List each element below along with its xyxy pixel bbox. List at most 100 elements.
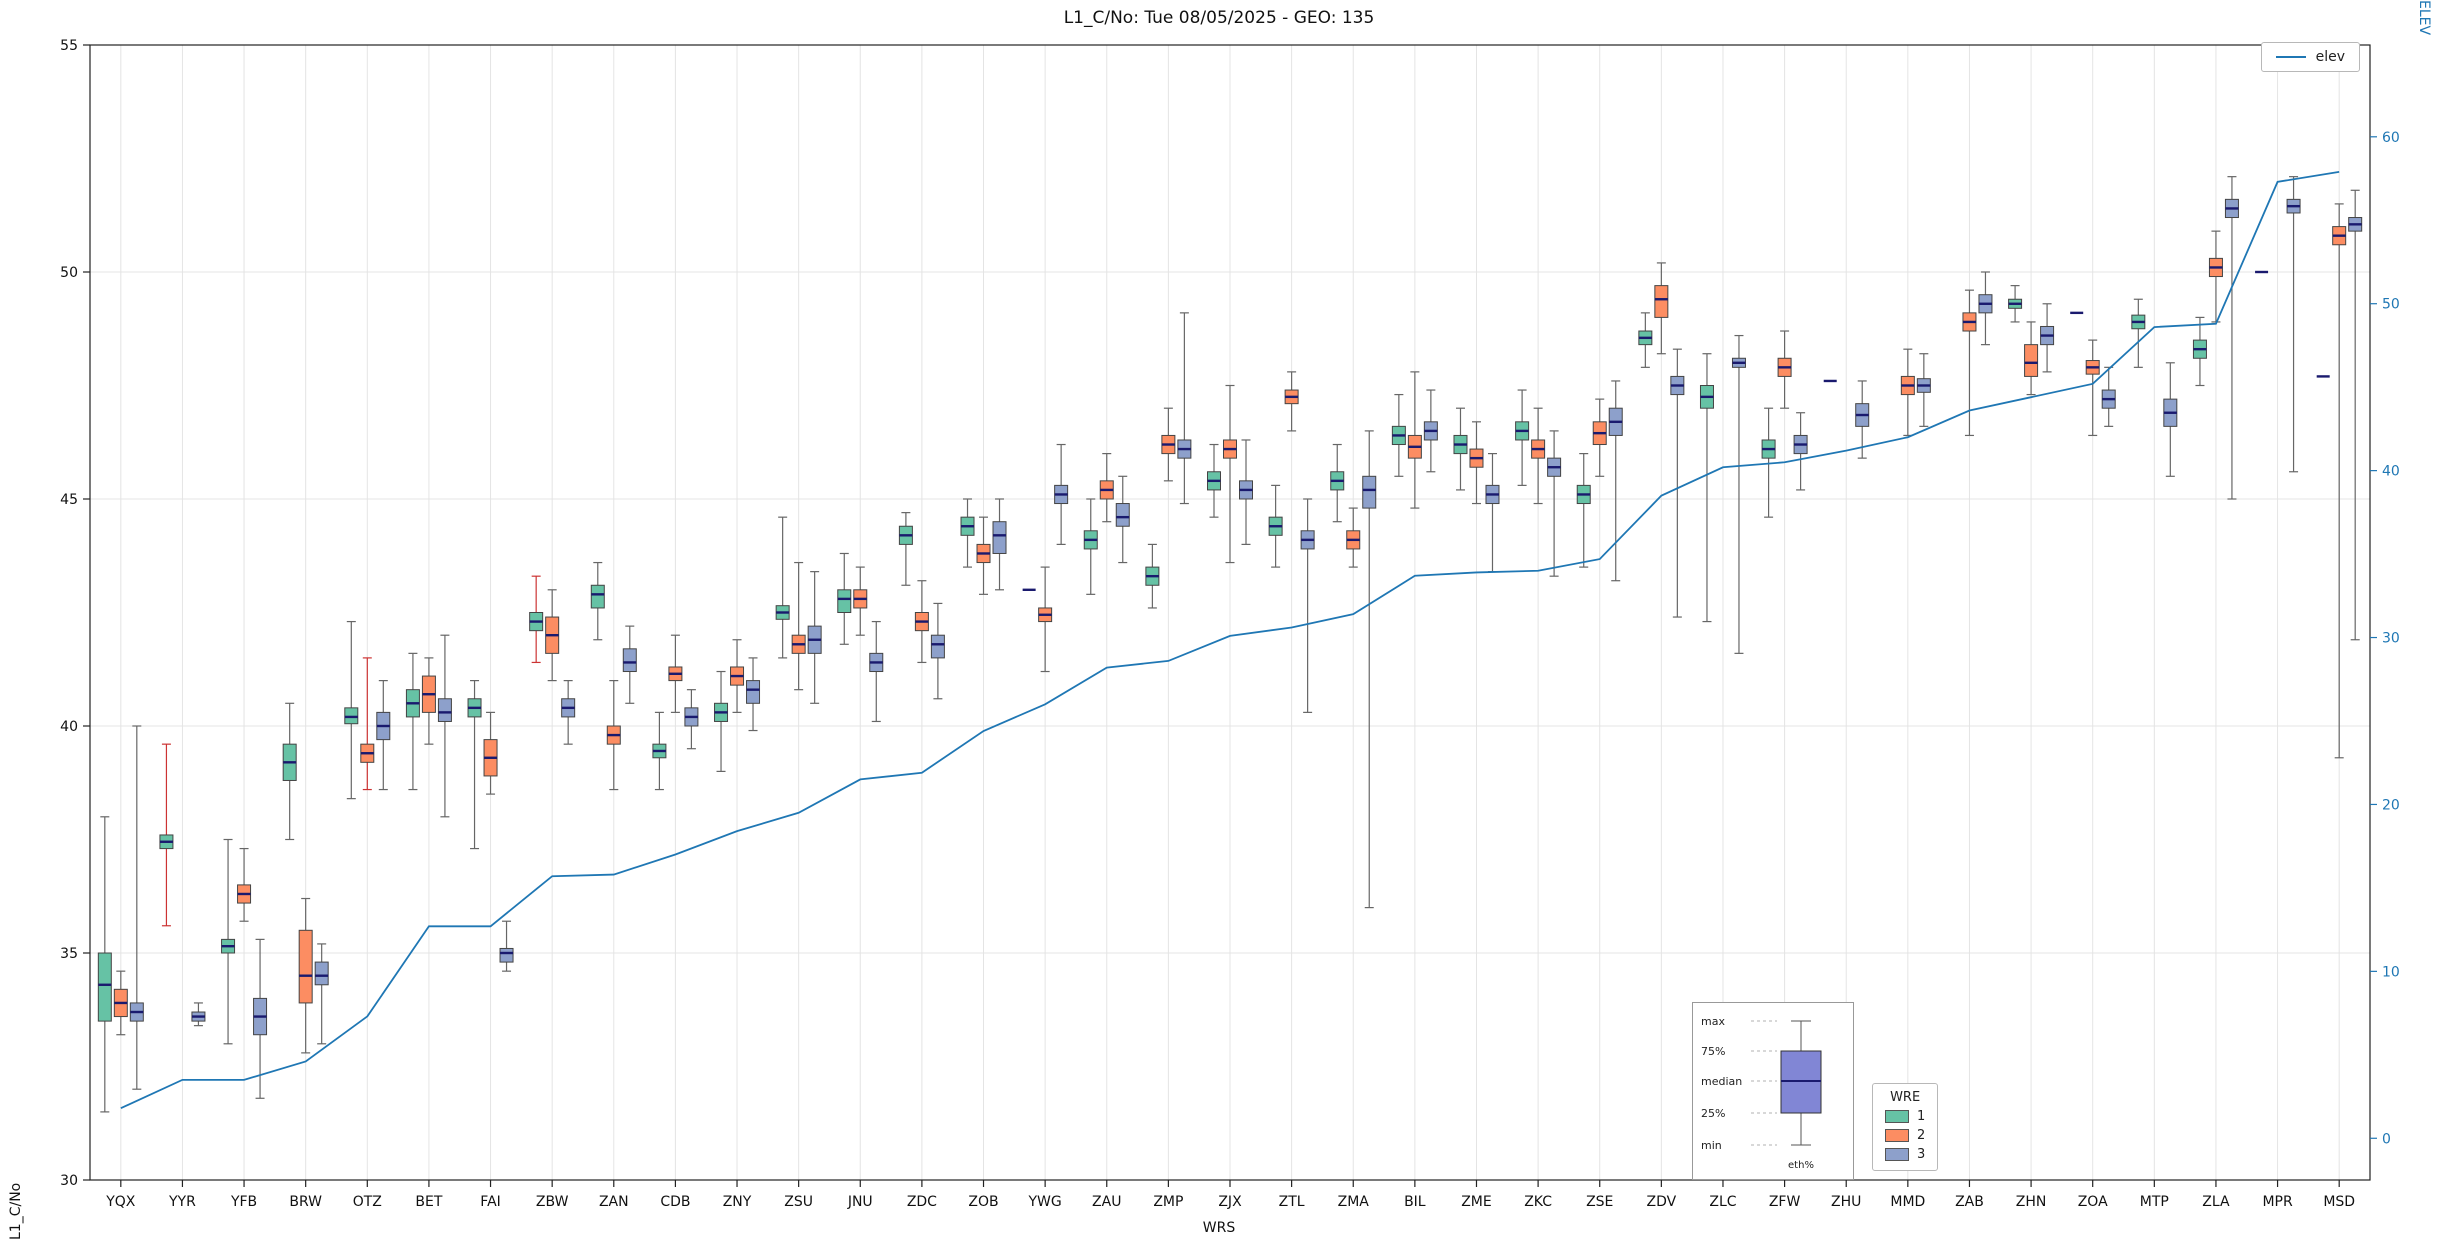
x-tick-label: ZKC <box>1524 1194 1552 1210</box>
svg-text:60: 60 <box>2382 130 2400 146</box>
svg-text:40: 40 <box>2382 464 2400 480</box>
legend-wre-entry: 2 <box>1885 1128 1925 1143</box>
x-tick-label: ZLA <box>2202 1194 2230 1210</box>
x-tick-label: BRW <box>289 1194 322 1210</box>
boxplot-box <box>930 634 945 659</box>
x-tick-label: ZTL <box>1279 1194 1305 1210</box>
x-tick-label: ZHN <box>2016 1194 2047 1210</box>
inset-label: max <box>1701 1015 1725 1028</box>
boxplot-box <box>1115 503 1130 527</box>
x-tick-label: ZDV <box>1646 1194 1676 1210</box>
x-tick-label: FAI <box>480 1194 500 1210</box>
x-tick-label: YYR <box>168 1194 196 1210</box>
x-tick-label: ZHU <box>1831 1194 1861 1210</box>
elev-line <box>120 170 2340 1110</box>
legend-wre-title: WRE <box>1890 1090 1921 1105</box>
x-tick-label: OTZ <box>353 1194 382 1210</box>
svg-text:30: 30 <box>60 1173 78 1189</box>
legend-wre-entry: 3 <box>1885 1147 1925 1162</box>
y-axis-label-left: L1_C/No <box>8 1182 24 1240</box>
elev-line-sample-icon <box>2275 56 2306 58</box>
x-tick-label: ZFW <box>1769 1194 1801 1210</box>
svg-text:10: 10 <box>2382 964 2400 980</box>
legend-entry-label: 1 <box>1917 1109 1926 1124</box>
legend-entry-label: 2 <box>1917 1128 1926 1143</box>
boxplot-series-2 <box>113 203 2347 1054</box>
legend-wre-entry: 1 <box>1885 1109 1925 1124</box>
x-tick-label: ZAN <box>599 1194 629 1210</box>
boxplot-box <box>97 952 112 1022</box>
legend-swatch-icon <box>1885 1110 1909 1123</box>
legend-elev: elev <box>2260 42 2360 72</box>
svg-text:20: 20 <box>2382 797 2400 813</box>
x-tick-label: ZNY <box>723 1194 752 1210</box>
x-tick-label: ZSU <box>784 1194 813 1210</box>
boxplot-series-1 <box>97 270 2330 1113</box>
axis-ticks: 30 35 40 45 50 55 0 10 20 30 40 50 60 YQX YYR YFB BRW OTZ… <box>60 38 2400 1210</box>
legend-wre-entries: 1 2 3 <box>1885 1109 1925 1162</box>
boxplot-box <box>1654 285 1669 318</box>
y-axis-label-right: ELEV <box>2416 0 2432 36</box>
x-tick-label: CDB <box>660 1194 690 1210</box>
x-tick-label: YQX <box>105 1194 136 1210</box>
inset-label: median <box>1701 1075 1742 1088</box>
x-tick-label: JNU <box>847 1194 873 1210</box>
boxplot-box <box>314 961 329 986</box>
boxplot-box <box>437 698 452 722</box>
inset-label: 75% <box>1701 1045 1725 1058</box>
x-tick-label: BIL <box>1404 1194 1426 1210</box>
x-tick-label: BET <box>415 1194 442 1210</box>
boxplot-box <box>590 584 605 609</box>
x-tick-label: ZDC <box>907 1194 937 1210</box>
x-tick-label: ZBW <box>536 1194 569 1210</box>
boxplot-box <box>992 521 1007 554</box>
inset-bottom-label: eth% <box>1788 1160 1814 1171</box>
svg-text:55: 55 <box>60 38 78 54</box>
x-tick-label: ZAU <box>1092 1194 1121 1210</box>
x-tick-label: ZJX <box>1218 1194 1242 1210</box>
boxplot-box <box>298 929 313 1004</box>
legend-entry-label: 3 <box>1917 1147 1926 1162</box>
boxplot-box <box>746 680 761 704</box>
x-tick-label: YWG <box>1028 1194 1062 1210</box>
x-tick-label: ZSE <box>1586 1194 1613 1210</box>
x-tick-label: MPR <box>2262 1194 2293 1210</box>
svg-text:50: 50 <box>2382 297 2400 313</box>
boxplot-anatomy-inset: max 75% median 25% min eth% <box>1692 1002 1854 1180</box>
legend-swatch-icon <box>1885 1129 1909 1142</box>
boxplot-box <box>622 648 637 673</box>
svg-text:50: 50 <box>60 265 78 281</box>
x-tick-label: ZOB <box>968 1194 998 1210</box>
svg-text:35: 35 <box>60 946 78 962</box>
x-tick-label: ZME <box>1461 1194 1492 1210</box>
grid-lines <box>90 44 2370 1181</box>
svg-text:40: 40 <box>60 719 78 735</box>
x-tick-label: MMD <box>1890 1194 1925 1210</box>
boxplot-box <box>2024 344 2039 377</box>
x-tick-label: ZAB <box>1955 1194 1984 1210</box>
x-tick-label: ZLC <box>1709 1194 1736 1210</box>
legend-elev-label: elev <box>2315 49 2345 65</box>
x-tick-label: YFB <box>230 1194 257 1210</box>
inset-label: 25% <box>1701 1107 1725 1120</box>
chart-title: L1_C/No: Tue 08/05/2025 - GEO: 135 <box>1063 8 1375 28</box>
svg-text:0: 0 <box>2382 1131 2391 1147</box>
boxplot-anatomy-diagram: max 75% median 25% min eth% <box>1701 1015 1822 1171</box>
legend-swatch-icon <box>1885 1148 1909 1161</box>
boxplot-box <box>499 947 514 963</box>
x-tick-label: MSD <box>2323 1194 2355 1210</box>
inset-label: min <box>1701 1139 1722 1152</box>
x-axis-label: WRS <box>1202 1220 1236 1236</box>
boxplot-box <box>1362 475 1377 509</box>
svg-text:30: 30 <box>2382 631 2400 647</box>
boxplot-box <box>837 589 852 613</box>
svg-text:45: 45 <box>60 492 78 508</box>
x-tick-label: ZMP <box>1153 1194 1183 1210</box>
boxplot-series-3 <box>129 176 2363 1099</box>
x-tick-label: ZMA <box>1338 1194 1370 1210</box>
x-tick-label: ZOA <box>2078 1194 2108 1210</box>
x-tick-label: MTP <box>2140 1194 2169 1210</box>
legend-wre: WRE 1 2 3 <box>1872 1083 1939 1171</box>
